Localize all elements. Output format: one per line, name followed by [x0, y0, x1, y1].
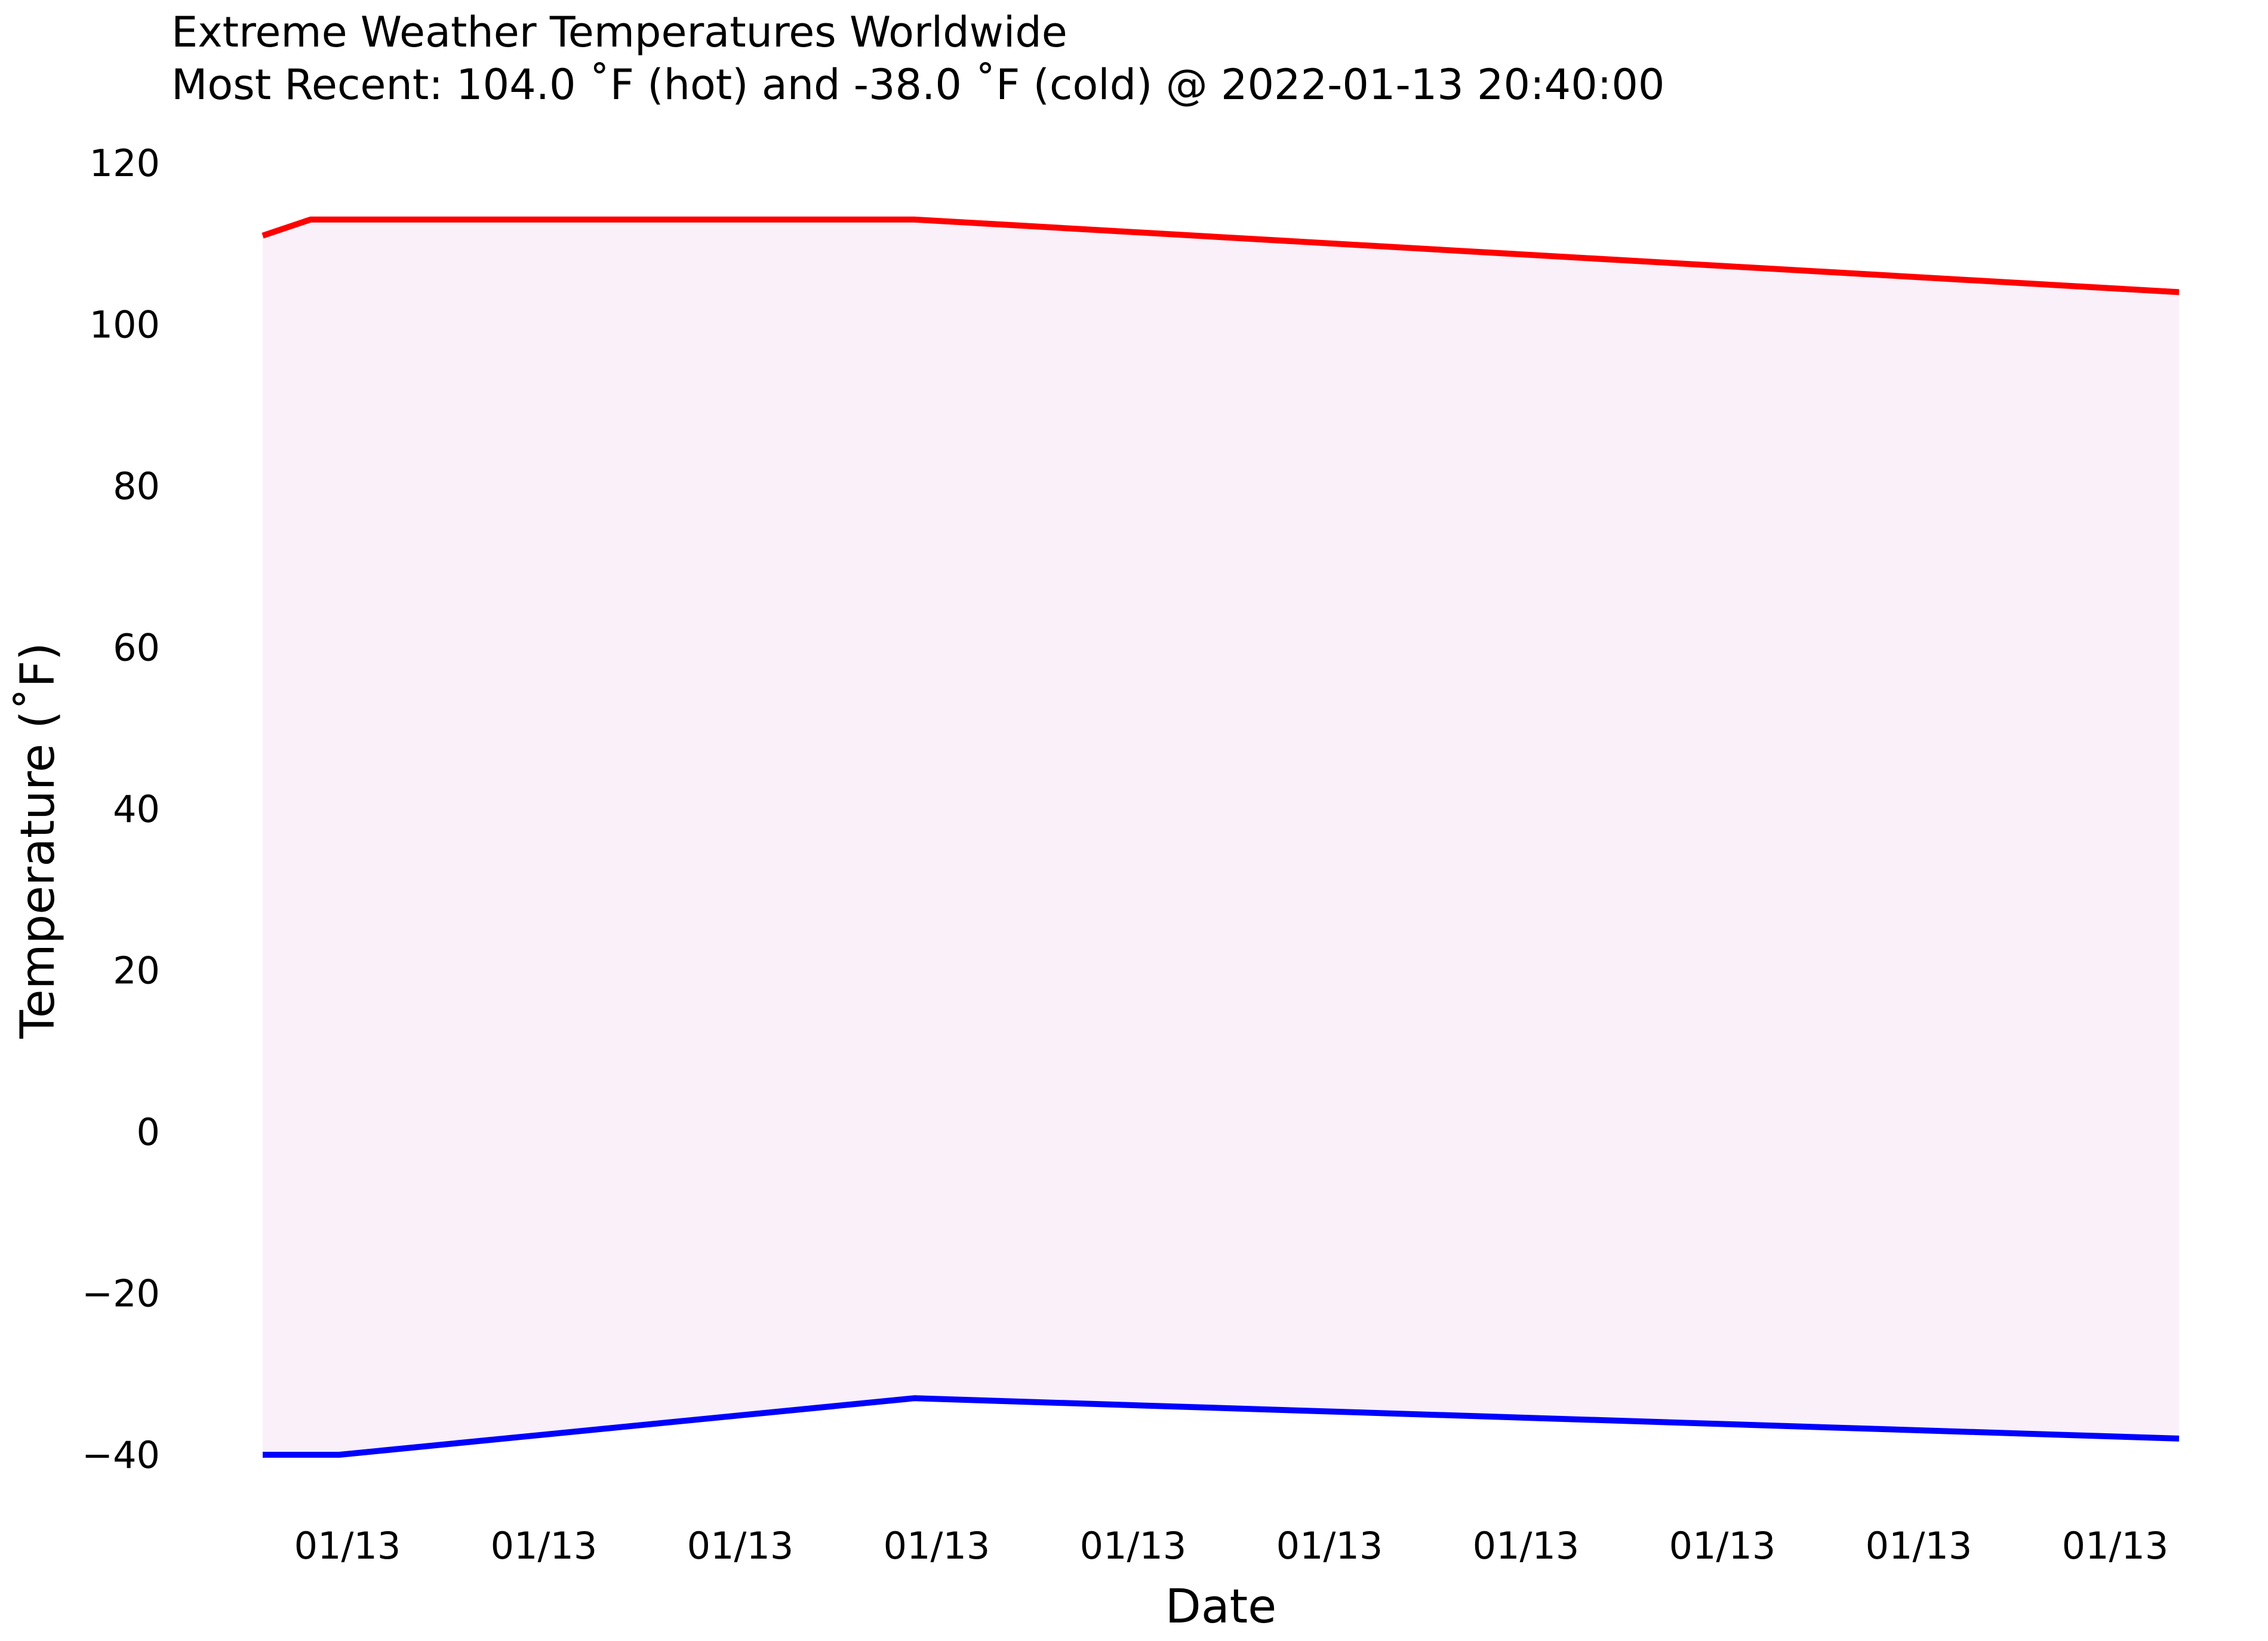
y-tick-label: 80 [113, 464, 160, 508]
x-tick-label: 01/13 [2062, 1524, 2169, 1568]
x-tick-label: 01/13 [1473, 1524, 1580, 1568]
y-tick-label: 40 [113, 787, 160, 831]
x-axis-label: Date [1165, 1580, 1276, 1634]
x-tick-label: 01/13 [1669, 1524, 1776, 1568]
y-tick-label: 20 [113, 949, 160, 993]
series-line-cold [263, 1395, 2180, 1458]
plot-area [261, 216, 2180, 1458]
x-tick-label: 01/13 [1866, 1524, 1972, 1568]
y-tick-label: 60 [113, 626, 160, 670]
y-tick-label: 0 [137, 1110, 160, 1154]
y-axis-ticks: 120 100 80 60 40 20 0 −20 −40 [82, 141, 160, 1477]
y-tick-label: −20 [82, 1272, 160, 1316]
chart-title: Extreme Weather Temperatures Worldwide [171, 8, 1067, 57]
x-tick-label: 01/13 [294, 1524, 401, 1568]
fill-between-area [263, 219, 2179, 1455]
x-tick-label: 01/13 [491, 1524, 598, 1568]
y-tick-label: 100 [90, 303, 160, 347]
chart-subtitle: Most Recent: 104.0 ˚F (hot) and -38.0 ˚F… [171, 60, 1664, 109]
x-tick-label: 01/13 [884, 1524, 990, 1568]
x-tick-label: 01/13 [1276, 1524, 1383, 1568]
x-tick-label: 01/13 [687, 1524, 794, 1568]
series-line-hot [261, 216, 2180, 295]
y-tick-label: −40 [82, 1433, 160, 1477]
y-axis-label: Temperature (˚F) [11, 642, 65, 1039]
x-axis-ticks: 01/13 01/13 01/13 01/13 01/13 01/13 01/13 01/13… [294, 1524, 2169, 1568]
x-tick-label: 01/13 [1080, 1524, 1187, 1568]
y-tick-label: 120 [90, 141, 160, 185]
